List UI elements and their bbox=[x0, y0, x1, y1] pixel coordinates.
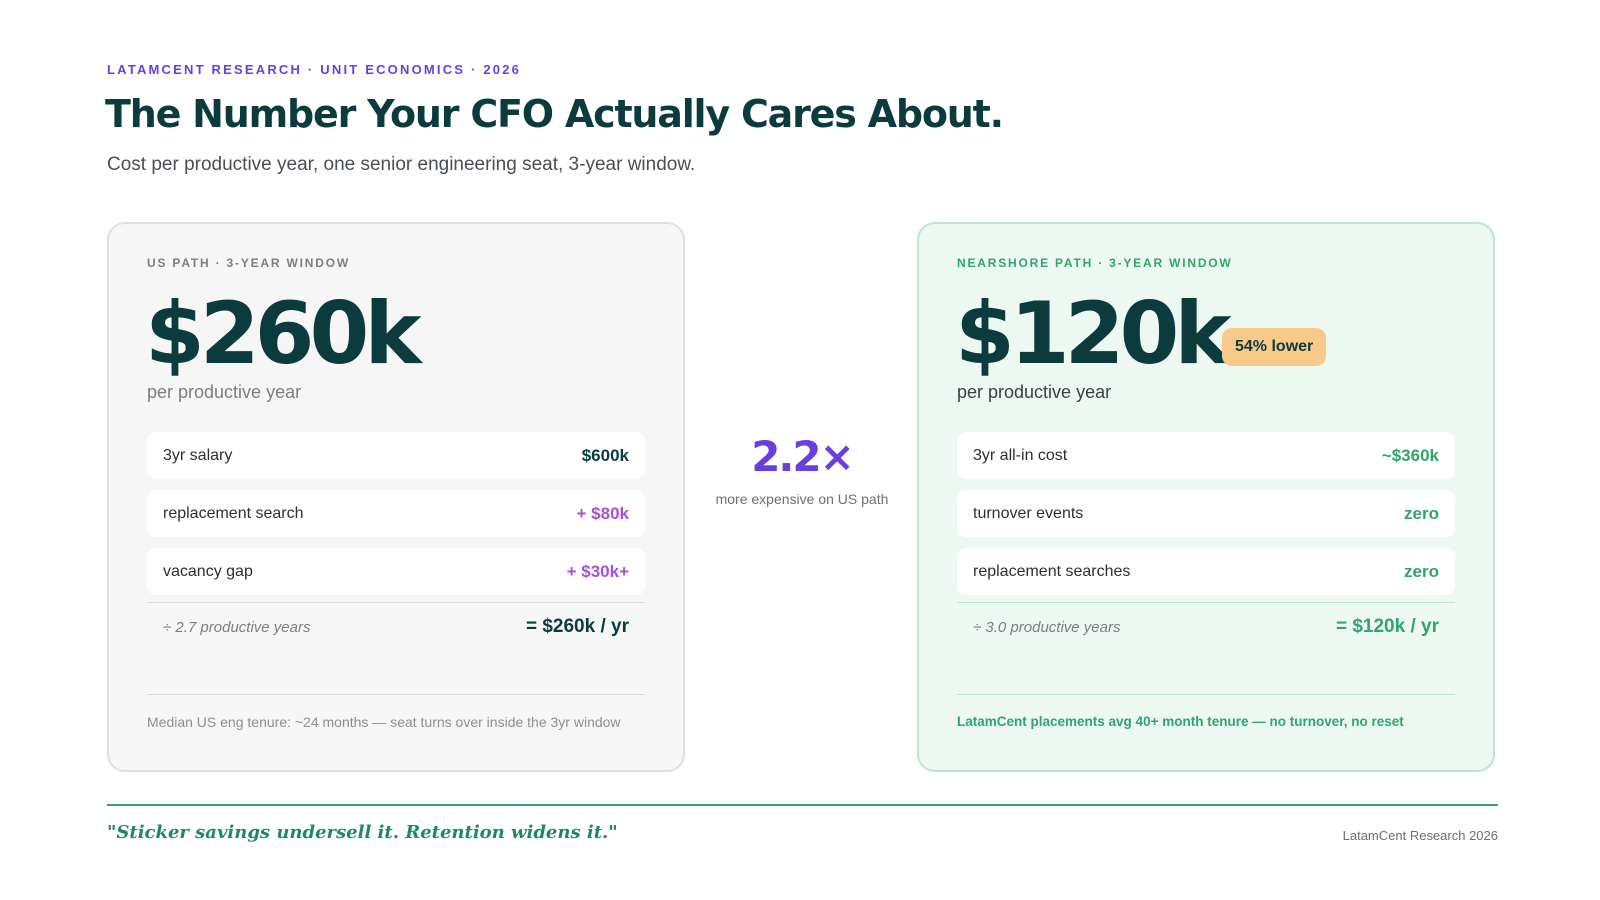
us-path-card: US PATH · 3-YEAR WINDOW $260k per produc… bbox=[107, 222, 685, 772]
line-label: 3yr salary bbox=[163, 446, 233, 464]
cost-lines: 3yr all-in cost ~$360k turnover events z… bbox=[957, 432, 1455, 606]
calc-row: ÷ 3.0 productive years = $120k / yr bbox=[973, 616, 1439, 638]
divider bbox=[957, 694, 1455, 695]
line-item: 3yr salary $600k bbox=[147, 432, 645, 479]
line-value: zero bbox=[1404, 503, 1439, 523]
line-item: vacancy gap + $30k+ bbox=[147, 548, 645, 595]
card-label: NEARSHORE PATH · 3-YEAR WINDOW bbox=[957, 256, 1233, 270]
calc-label: ÷ 2.7 productive years bbox=[163, 618, 311, 636]
footer-divider bbox=[107, 804, 1498, 806]
line-value: $600k bbox=[581, 445, 629, 465]
divider bbox=[147, 602, 645, 603]
calc-value: = $120k / yr bbox=[1335, 616, 1439, 637]
page-title: The Number Your CFO Actually Cares About… bbox=[105, 92, 1004, 136]
divider bbox=[957, 602, 1455, 603]
multiplier-value: 2.2× bbox=[751, 432, 855, 481]
multiplier-text: more expensive on US path bbox=[715, 491, 889, 507]
line-item: turnover events zero bbox=[957, 490, 1455, 537]
card-label: US PATH · 3-YEAR WINDOW bbox=[147, 256, 350, 270]
line-value: + $80k bbox=[576, 503, 629, 523]
line-label: turnover events bbox=[973, 504, 1084, 522]
calc-value: = $260k / yr bbox=[525, 616, 629, 637]
line-label: replacement search bbox=[163, 504, 304, 522]
line-value: zero bbox=[1404, 561, 1439, 581]
card-note: Median US eng tenure: ~24 months — seat … bbox=[147, 714, 621, 730]
cost-lines: 3yr salary $600k replacement search + $8… bbox=[147, 432, 645, 606]
line-value: + $30k+ bbox=[566, 561, 629, 581]
calc-row: ÷ 2.7 productive years = $260k / yr bbox=[163, 616, 629, 638]
savings-badge: 54% lower bbox=[1222, 328, 1327, 366]
divider bbox=[147, 694, 645, 695]
eyebrow: LATAMCENT RESEARCH · UNIT ECONOMICS · 20… bbox=[107, 62, 522, 77]
calc-label: ÷ 3.0 productive years bbox=[973, 618, 1121, 636]
line-item: 3yr all-in cost ~$360k bbox=[957, 432, 1455, 479]
per-label: per productive year bbox=[147, 382, 302, 402]
line-item: replacement searches zero bbox=[957, 548, 1455, 595]
line-label: replacement searches bbox=[973, 562, 1131, 580]
line-item: replacement search + $80k bbox=[147, 490, 645, 537]
multiplier-block: 2.2× more expensive on US path bbox=[710, 432, 894, 509]
cost-amount: $260k bbox=[145, 284, 422, 384]
cost-amount: $120k bbox=[955, 284, 1232, 384]
line-label: 3yr all-in cost bbox=[973, 446, 1068, 464]
card-note: LatamCent placements avg 40+ month tenur… bbox=[957, 714, 1404, 729]
page-subtitle: Cost per productive year, one senior eng… bbox=[107, 154, 696, 175]
line-value: ~$360k bbox=[1381, 445, 1439, 465]
footer-quote: "Sticker savings undersell it. Retention… bbox=[107, 822, 618, 843]
per-label: per productive year bbox=[957, 382, 1112, 402]
line-label: vacancy gap bbox=[163, 562, 253, 580]
footer-credit: LatamCent Research 2026 bbox=[1342, 828, 1498, 843]
nearshore-path-card: NEARSHORE PATH · 3-YEAR WINDOW $120k 54%… bbox=[917, 222, 1495, 772]
